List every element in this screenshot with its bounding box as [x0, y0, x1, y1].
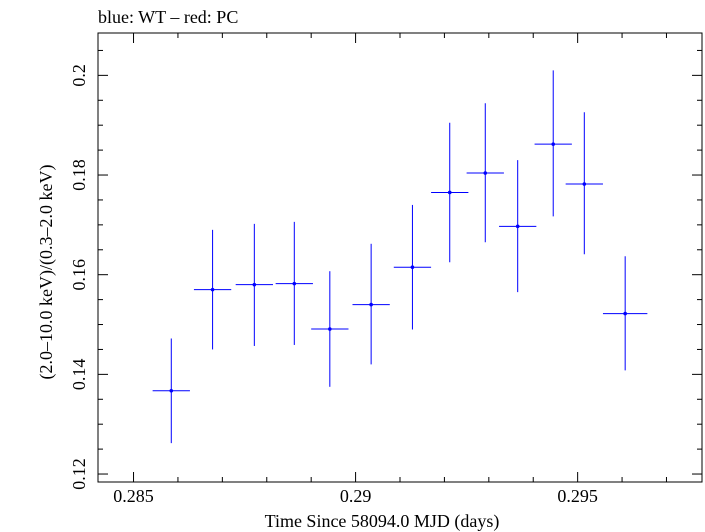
y-axis-label: (2.0–10.0 keV)/(0.3–2.0 keV)	[36, 165, 57, 380]
x-tick-label: 0.29	[340, 486, 372, 506]
data-marker	[328, 327, 332, 331]
series-wt	[152, 70, 648, 444]
data-marker	[447, 190, 452, 195]
data-point	[235, 223, 273, 346]
x-tick-label: 0.285	[113, 486, 154, 506]
data-point	[565, 112, 603, 255]
chart-title: blue: WT – red: PC	[98, 7, 238, 27]
data-point	[152, 338, 190, 444]
data-marker	[252, 282, 257, 287]
data-marker	[623, 311, 627, 316]
y-tick-label: 0.12	[69, 458, 89, 490]
axis-tick-labels: 0.285 0.29 0.295 0.12 0.14 0.16 0.18 0.2	[69, 64, 598, 506]
data-marker	[551, 142, 556, 146]
data-marker	[292, 281, 297, 286]
data-point	[275, 221, 313, 345]
x-tick-label: 0.295	[557, 486, 598, 506]
data-marker	[169, 389, 174, 393]
data-marker	[210, 287, 215, 292]
data-point	[393, 204, 432, 330]
data-marker	[515, 224, 520, 229]
data-point	[602, 256, 648, 371]
x-axis-label: Time Since 58094.0 MJD (days)	[265, 511, 500, 532]
y-tick-label: 0.16	[69, 259, 89, 291]
data-marker	[582, 182, 587, 186]
data-point	[311, 271, 349, 387]
data-point	[193, 229, 232, 350]
plot-frame	[97, 32, 703, 483]
data-point	[431, 122, 469, 263]
data-point	[499, 160, 537, 293]
data-marker	[410, 265, 415, 270]
y-tick-label: 0.18	[69, 159, 89, 191]
axis-ticks	[98, 33, 702, 482]
data-point	[466, 103, 504, 243]
data-series	[152, 70, 648, 444]
y-tick-label: 0.2	[69, 64, 89, 87]
data-marker	[369, 302, 373, 307]
data-point	[352, 243, 390, 365]
data-marker	[483, 171, 488, 175]
y-tick-label: 0.14	[69, 359, 89, 391]
data-point	[534, 70, 572, 217]
